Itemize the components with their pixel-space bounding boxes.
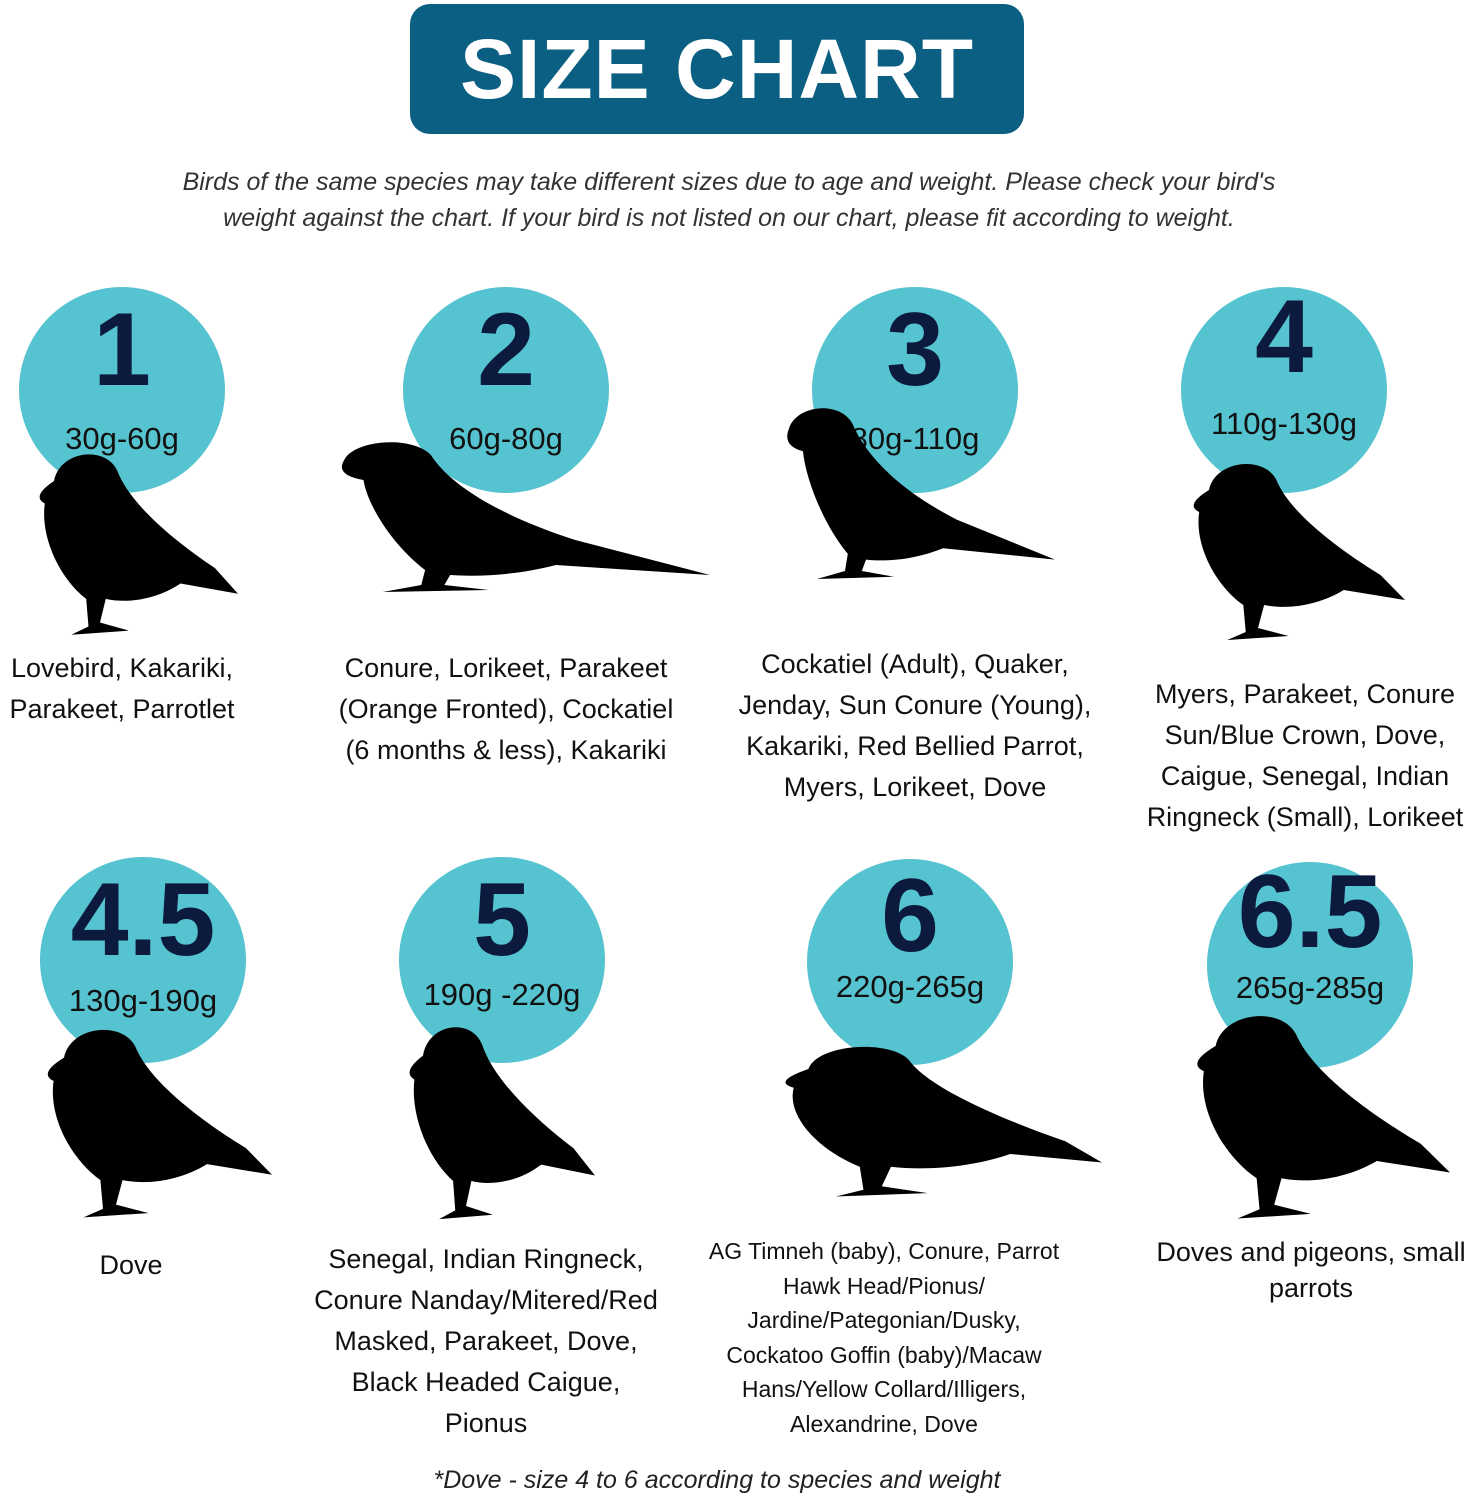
- bird-list-line: Jenday, Sun Conure (Young),: [738, 690, 1092, 720]
- bird-list-line: Alexandrine, Dove: [790, 1410, 978, 1437]
- parrot-silhouette-icon: [1193, 463, 1405, 640]
- bird-list-line: Dove: [99, 1250, 163, 1280]
- bird-silhouette: [39, 454, 238, 635]
- parrot-silhouette-icon: [785, 1046, 1102, 1197]
- page-title: SIZE CHART: [460, 21, 974, 116]
- bird-list-line: Black Headed Caigue,: [351, 1367, 621, 1397]
- bird-list-line: Caigue, Senegal, Indian: [1160, 761, 1450, 791]
- bird-list: Doves and pigeons, small parrots: [1061, 1234, 1481, 1306]
- weight-range: 130g-190g: [68, 983, 218, 1018]
- bird-list-line: Pionus: [444, 1408, 528, 1438]
- bird-silhouette: [47, 1029, 272, 1218]
- bird-list-line: Senegal, Indian Ringneck,: [328, 1244, 644, 1274]
- bird-silhouette: [787, 408, 1055, 579]
- bird-silhouette: [1193, 463, 1405, 640]
- bird-list-line: Lovebird, Kakariki,: [10, 653, 234, 683]
- bird-list-line: Kakariki, Red Bellied Parrot,: [746, 731, 1084, 761]
- weight-range: 80g-110g: [850, 421, 980, 456]
- weight-range: 190g -220g: [423, 977, 581, 1012]
- subtitle-line: weight against the chart. If your bird i…: [223, 204, 1235, 232]
- pigeon-silhouette-icon: [1197, 1016, 1450, 1219]
- bird-list-line: Conure Nanday/Mitered/Red: [314, 1285, 658, 1315]
- parrot-silhouette-icon: [39, 454, 238, 635]
- bird-silhouette: [785, 1046, 1102, 1197]
- size-number: 6.5: [1237, 854, 1383, 970]
- weight-range: 30g-60g: [65, 421, 179, 456]
- dove-silhouette-icon: [47, 1029, 272, 1218]
- bird-list: Dove: [0, 1245, 381, 1286]
- bird-list-line: Jardine/Pategonian/Dusky,: [747, 1307, 1021, 1333]
- size-number: 6: [881, 858, 939, 974]
- parakeet-silhouette-icon: [341, 442, 710, 592]
- size-badge-6: 6 220g-265g: [807, 859, 1013, 1065]
- size-number: 4.5: [70, 862, 216, 978]
- parrot-silhouette-icon: [409, 1027, 595, 1220]
- bird-list-line: Myers, Parakeet, Conure: [1154, 679, 1456, 709]
- bird-list-line: (6 months & less), Kakariki: [345, 735, 667, 765]
- bird-list-line: Ringneck (Small), Lorikeet: [1146, 802, 1464, 832]
- bird-list: Myers, Parakeet, Conure Sun/Blue Crown, D…: [1055, 674, 1481, 838]
- bird-silhouette: [341, 442, 710, 592]
- size-badge-2: 2 60g-80g: [403, 287, 609, 493]
- bird-list-line: Hans/Yellow Collard/Illigers,: [741, 1376, 1027, 1402]
- bird-list-line: Sun/Blue Crown, Dove,: [1164, 720, 1446, 750]
- bird-list-line: Cockatoo Goffin (baby)/Macaw: [726, 1341, 1042, 1368]
- size-number: 1: [93, 292, 151, 408]
- bird-list-line: parrots: [1268, 1273, 1354, 1303]
- bird-list: Senegal, Indian Ringneck, Conure Nanday/M…: [236, 1239, 736, 1444]
- bird-list-line: Conure, Lorikeet, Parakeet: [344, 653, 668, 683]
- size-badge-1: 1 30g-60g: [19, 287, 225, 493]
- size-badge-4-5: 4.5 130g-190g: [40, 857, 246, 1063]
- size-badge-4: 4 110g-130g: [1181, 279, 1387, 493]
- size-number: 5: [473, 862, 531, 978]
- subtitle-line: Birds of the same species may take diffe…: [182, 168, 1276, 196]
- bird-list-line: Hawk Head/Pionus/: [783, 1272, 985, 1299]
- bird-list-line: Cockatiel (Adult), Quaker,: [761, 649, 1069, 679]
- footnote: *Dove - size 4 to 6 according to species…: [433, 1466, 1001, 1494]
- size-badge-5: 5 190g -220g: [399, 857, 605, 1063]
- bird-list-line: Doves and pigeons, small: [1156, 1237, 1466, 1267]
- bird-list-line: Masked, Parakeet, Dove,: [334, 1326, 638, 1356]
- bird-silhouette: [1197, 1016, 1450, 1219]
- subtitle: Birds of the same species may take diffe…: [0, 164, 1458, 236]
- weight-range: 110g-130g: [1211, 406, 1357, 441]
- cockatiel-silhouette-icon: [787, 408, 1055, 579]
- bird-list-line: Myers, Lorikeet, Dove: [783, 772, 1047, 802]
- weight-range: 265g-285g: [1235, 970, 1385, 1005]
- size-chart-banner: SIZE CHART: [410, 4, 1024, 134]
- bird-silhouette: [409, 1027, 595, 1220]
- bird-list: AG Timneh (baby), Conure, Parrot Hawk Hea…: [634, 1234, 1134, 1441]
- bird-list: Lovebird, Kakariki, Parakeet, Parrotlet: [0, 648, 372, 730]
- size-number: 3: [886, 292, 944, 408]
- bird-list-line: (Orange Fronted), Cockatiel: [338, 694, 674, 724]
- size-number: 4: [1255, 279, 1313, 395]
- bird-list: Cockatiel (Adult), Quaker, Jenday, Sun Co…: [665, 644, 1165, 808]
- size-number: 2: [477, 292, 535, 408]
- bird-list-line: Parakeet, Parrotlet: [9, 694, 235, 724]
- bird-list: Conure, Lorikeet, Parakeet (Orange Fronte…: [256, 648, 756, 771]
- bird-list-line: AG Timneh (baby), Conure, Parrot: [708, 1238, 1060, 1264]
- weight-range: 60g-80g: [449, 421, 563, 456]
- weight-range: 220g-265g: [835, 969, 985, 1004]
